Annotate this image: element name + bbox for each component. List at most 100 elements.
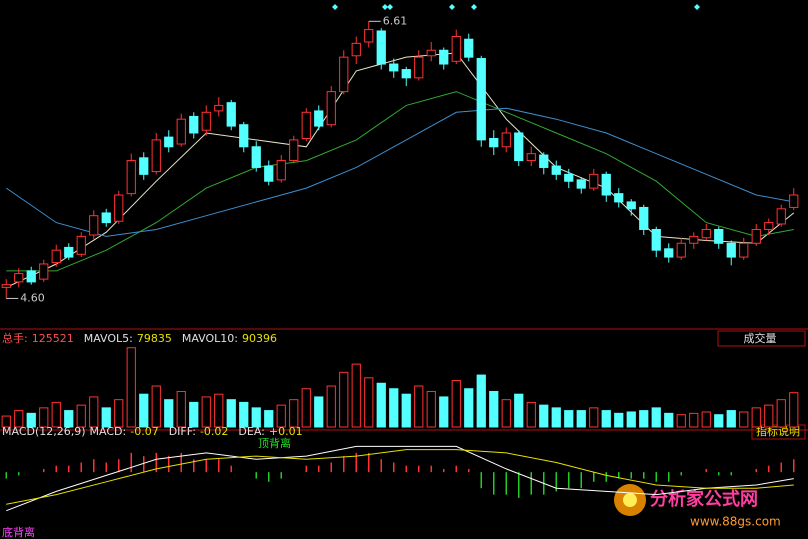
candle-body bbox=[576, 179, 586, 189]
volume-bar bbox=[501, 399, 511, 428]
volume-bar bbox=[76, 404, 86, 428]
candle-body bbox=[64, 246, 74, 258]
volume-bar bbox=[14, 410, 24, 428]
volume-bar bbox=[689, 412, 699, 428]
candle-body bbox=[151, 139, 161, 173]
volume-bar bbox=[251, 407, 261, 428]
candle-body bbox=[714, 228, 724, 244]
candle-body bbox=[189, 115, 199, 134]
volume-bar bbox=[464, 388, 474, 428]
candle-body bbox=[789, 194, 799, 208]
candle-body bbox=[764, 222, 774, 230]
volume-bar bbox=[764, 404, 774, 428]
candle-body bbox=[539, 154, 549, 168]
watermark: 分析家公式网 www.88gs.com bbox=[614, 484, 781, 529]
volume-bar bbox=[564, 410, 574, 428]
help-label[interactable]: 指标说明 bbox=[756, 424, 800, 438]
volume-bar bbox=[514, 393, 524, 428]
volume-bar bbox=[414, 385, 424, 428]
volume-bar bbox=[664, 412, 674, 428]
candle-body bbox=[114, 194, 124, 222]
volume-bar bbox=[639, 410, 649, 428]
candle-body bbox=[301, 111, 311, 139]
candle-body bbox=[489, 137, 499, 148]
volume-bar bbox=[626, 411, 636, 428]
stat-name: MACD: bbox=[90, 425, 127, 438]
candle-body bbox=[589, 173, 599, 189]
volume-bar bbox=[51, 401, 61, 428]
volume-bar bbox=[351, 363, 361, 428]
volume-bar bbox=[376, 382, 386, 428]
volume-bar bbox=[789, 392, 799, 428]
volume-bar bbox=[701, 411, 711, 428]
ma-line bbox=[6, 449, 794, 505]
candle-body bbox=[701, 228, 711, 239]
volume-bar bbox=[714, 414, 724, 428]
candle-body bbox=[414, 56, 424, 79]
candle-body bbox=[689, 235, 699, 244]
extreme-label: 6.61 bbox=[383, 14, 408, 27]
volume-bar bbox=[601, 410, 611, 428]
candle-body bbox=[639, 206, 649, 230]
candle-body bbox=[364, 29, 374, 43]
candle-body bbox=[726, 242, 736, 258]
candle-body bbox=[164, 136, 174, 148]
candle-body bbox=[264, 165, 274, 182]
watermark-url: www.88gs.com bbox=[690, 515, 781, 529]
candle-body bbox=[14, 273, 24, 283]
candle-body bbox=[26, 270, 36, 283]
volume-bar bbox=[589, 407, 599, 428]
volume-bar bbox=[651, 407, 661, 428]
volume-bar bbox=[389, 388, 399, 428]
volume-bar bbox=[201, 396, 211, 428]
volume-bar bbox=[426, 390, 436, 428]
candle-body bbox=[276, 160, 286, 181]
volume-title: 成交量 bbox=[744, 331, 777, 345]
volume-bar bbox=[264, 410, 274, 428]
candle-body bbox=[201, 111, 211, 131]
stat-name: MAVOL10: bbox=[182, 332, 238, 345]
volume-bar bbox=[726, 410, 736, 428]
candle-body bbox=[314, 110, 324, 127]
divergence-top: 顶背离 bbox=[258, 436, 291, 450]
stat-name: DIFF: bbox=[169, 425, 196, 438]
stat-value: 90396 bbox=[242, 332, 277, 345]
candle-body bbox=[676, 242, 686, 258]
volume-bar bbox=[289, 399, 299, 428]
candle-body bbox=[626, 201, 636, 210]
watermark-title: 分析家公式网 bbox=[650, 488, 758, 510]
candle-body bbox=[651, 228, 661, 251]
candle-body bbox=[289, 139, 299, 162]
stat-name: DEA: bbox=[238, 425, 264, 438]
candle-body bbox=[1, 284, 11, 288]
volume-bar bbox=[126, 347, 136, 428]
volume-bar bbox=[101, 407, 111, 428]
volume-bar bbox=[26, 412, 36, 428]
volume-bar bbox=[539, 404, 549, 428]
volume-bar bbox=[614, 412, 624, 428]
volume-bar bbox=[226, 399, 236, 428]
volume-bar bbox=[151, 385, 161, 428]
candle-body bbox=[139, 157, 149, 175]
candle-body bbox=[389, 63, 399, 72]
volume-bar bbox=[189, 401, 199, 428]
volume-bar bbox=[114, 399, 124, 428]
stat-name: MAVOL5: bbox=[84, 332, 133, 345]
candle-body bbox=[601, 173, 611, 196]
candle-body bbox=[476, 58, 486, 141]
volume-bar bbox=[476, 374, 486, 428]
candle-body bbox=[39, 263, 49, 280]
indicator-title: MACD(12,26,9) bbox=[2, 425, 86, 438]
volume-bar bbox=[214, 393, 224, 428]
volume-bar bbox=[339, 371, 349, 428]
volume-bar bbox=[1, 415, 11, 428]
volume-bar bbox=[551, 407, 561, 428]
volume-bar bbox=[439, 396, 449, 428]
volume-bar bbox=[526, 401, 536, 428]
candle-body bbox=[664, 248, 674, 258]
volume-bar bbox=[326, 385, 336, 428]
candle-body bbox=[339, 56, 349, 93]
ma-line bbox=[6, 107, 794, 237]
